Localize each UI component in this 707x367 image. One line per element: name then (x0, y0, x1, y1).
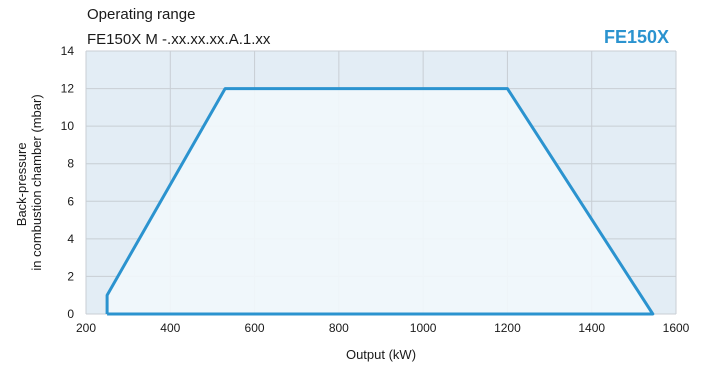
y-tick-label: 8 (67, 157, 74, 171)
x-tick-label: 1400 (578, 321, 605, 335)
chart-title: Operating range (87, 6, 196, 23)
series-group (105, 87, 655, 316)
x-axis-label: Output (kW) (346, 347, 416, 362)
x-tick-label: 1600 (663, 321, 690, 335)
x-tick-labels: 200 400 600 800 1000 1200 1400 1600 (76, 321, 690, 335)
y-tick-label: 4 (67, 232, 74, 246)
x-tick-label: 400 (160, 321, 180, 335)
x-tick-label: 800 (329, 321, 349, 335)
y-axis-label-line-1: Back-pressure (14, 142, 29, 226)
model-code: FE150X M -.xx.xx.xx.A.1.xx (87, 31, 271, 48)
y-tick-labels: 0 2 4 6 8 10 12 14 (61, 44, 75, 321)
y-tick-label: 2 (67, 269, 74, 283)
model-badge: FE150X (603, 27, 669, 47)
y-axis-label-line-2: in combustion chamber (mbar) (29, 94, 44, 270)
x-tick-label: 200 (76, 321, 96, 335)
y-tick-label: 6 (67, 194, 74, 208)
operating-range-boundary (105, 87, 655, 316)
x-tick-label: 1200 (494, 321, 521, 335)
y-axis-label: Back-pressure in combustion chamber (mba… (14, 94, 44, 270)
y-tick-label: 14 (61, 44, 75, 58)
operating-range-fill (107, 88, 653, 314)
y-tick-label: 12 (61, 82, 75, 96)
x-tick-label: 1000 (410, 321, 437, 335)
y-tick-label: 0 (67, 307, 74, 321)
x-tick-label: 600 (245, 321, 265, 335)
y-tick-label: 10 (61, 119, 75, 133)
